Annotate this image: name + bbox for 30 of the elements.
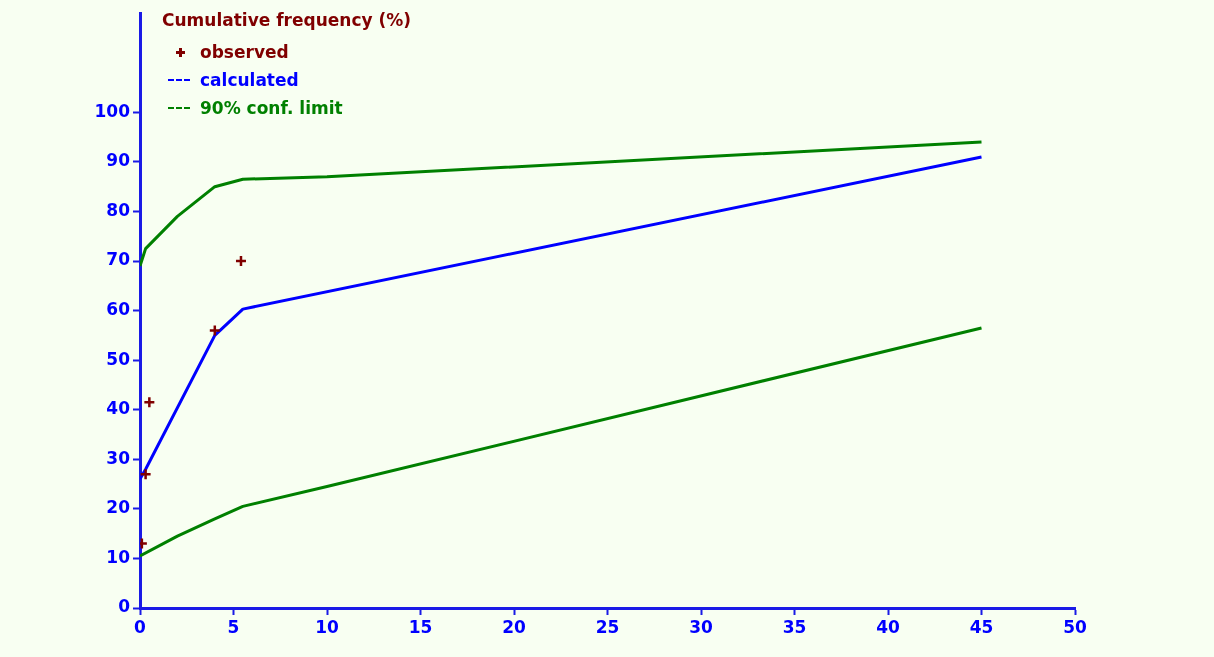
y-tick-label: 80 <box>106 199 131 220</box>
y-tick-label: 60 <box>106 299 131 320</box>
x-tick-label: 45 <box>969 616 994 637</box>
x-tick-label: 30 <box>689 616 713 637</box>
y-tick-label: 0 <box>118 596 131 617</box>
y-tick-label: 90 <box>106 150 131 171</box>
x-tick-label: 10 <box>315 616 339 637</box>
y-tick-label: 30 <box>106 447 131 468</box>
x-tick-label: 50 <box>1063 616 1087 637</box>
point <box>140 467 152 481</box>
x-tick-label: 40 <box>876 616 900 637</box>
point <box>143 396 156 409</box>
point <box>208 324 222 337</box>
y-tick-label: 70 <box>106 249 131 270</box>
legend-label: calculated <box>200 70 299 90</box>
legend-label: 90% conf. limit <box>200 98 343 118</box>
y-tick-label: 50 <box>106 348 131 369</box>
y-tick-label: 20 <box>106 497 131 518</box>
x-tick-label: 20 <box>502 616 526 637</box>
y-axis-title: Cumulative frequency (%) <box>162 10 412 30</box>
y-tick-label: 100 <box>94 100 131 121</box>
point <box>234 254 248 268</box>
x-tick-label: 0 <box>134 616 147 637</box>
x-tick-label: 35 <box>782 616 807 637</box>
x-tick-label: 5 <box>227 616 240 637</box>
x-tick-label: 15 <box>408 616 433 637</box>
legend-label: observed <box>200 42 289 62</box>
y-tick-label: 10 <box>106 546 131 567</box>
y-tick-label: 40 <box>106 398 131 419</box>
x-tick-label: 25 <box>595 616 620 637</box>
